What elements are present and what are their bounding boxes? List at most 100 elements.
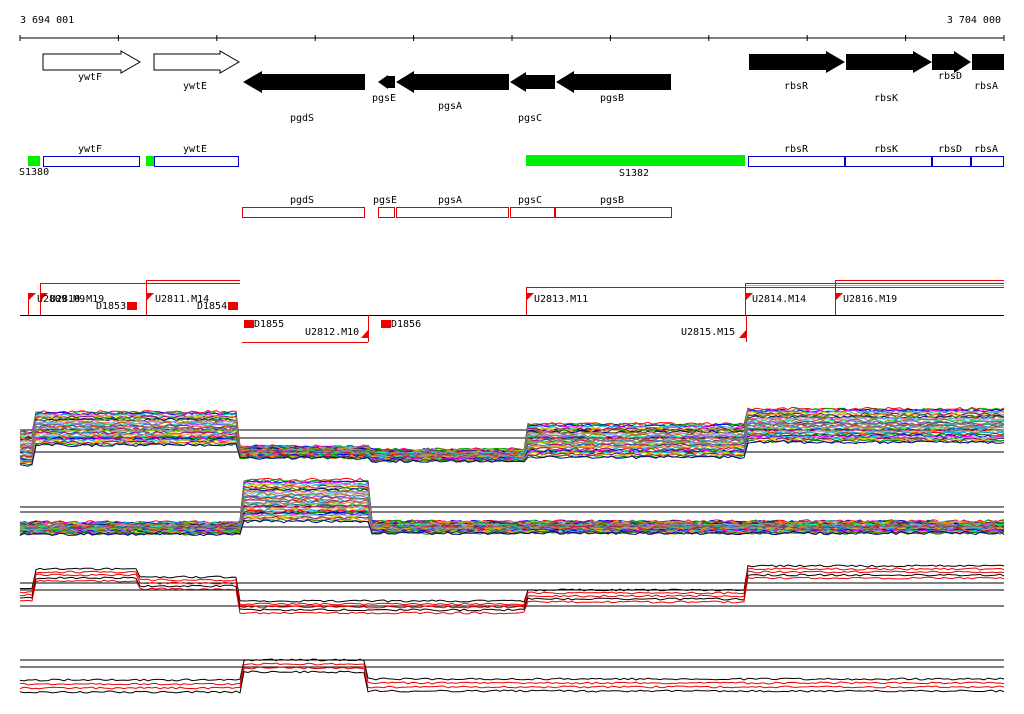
annotation-track-reverse: pgdS pgsE pgsA pgsC pgsB	[242, 195, 672, 218]
unit-label: U2816.M19	[843, 294, 897, 305]
downshift-label: D1856	[391, 319, 421, 330]
downshift-label: D1854	[197, 301, 227, 312]
annotation-pgsC[interactable]: pgsC	[510, 195, 555, 218]
expression-profile-line	[19, 480, 1005, 525]
unit-label: U2813.M11	[534, 294, 588, 305]
unit-U2811.M14[interactable]: U2811.M14	[146, 281, 210, 315]
gene-ywtE[interactable]: ywtE	[153, 50, 240, 92]
axis-start-label: 3 694 001	[20, 15, 74, 26]
segment-label: S1382	[619, 168, 649, 179]
expression-profile-line	[19, 479, 1005, 525]
unit-U2813.M11[interactable]: U2813.M11	[526, 288, 589, 315]
annotation-pgsB[interactable]: pgsB	[555, 195, 672, 218]
expression-profile-line	[19, 484, 1005, 527]
annotation-rbsK[interactable]: rbsK	[845, 144, 932, 167]
segment-S1382[interactable]	[526, 155, 745, 166]
gene-label: rbsR	[784, 81, 809, 92]
gene-pgsB[interactable]: pgsB	[556, 71, 671, 104]
gene-label: rbsA	[974, 81, 998, 92]
annotation-label: rbsA	[974, 144, 998, 155]
segment-small[interactable]	[146, 156, 154, 166]
annotation-label: pgsA	[438, 195, 462, 206]
annotation-rbsD[interactable]: rbsD	[932, 144, 971, 167]
annotation-label: pgsC	[518, 195, 542, 206]
expression-panel-reverse-selected	[19, 658, 1005, 694]
gene-rbsR[interactable]: rbsR	[749, 51, 845, 92]
expression-profile-line	[19, 483, 1005, 526]
gene-label: rbsK	[874, 93, 898, 104]
expression-profile-line	[19, 477, 1005, 525]
annotation-rbsA[interactable]: rbsA	[971, 144, 1004, 167]
gene-label: pgsB	[600, 93, 624, 104]
downshift-D1854[interactable]: D1854	[197, 301, 238, 312]
expression-profile-line	[19, 573, 1005, 612]
unit-U2816.M19[interactable]: U2816.M19	[835, 281, 898, 315]
unit-label: U2811.M14	[155, 294, 209, 305]
unit-U2812.M10[interactable]: U2812.M10	[305, 315, 369, 342]
expression-profile-line	[19, 670, 1005, 694]
expression-profile-line	[19, 485, 1005, 527]
downshift-D1856[interactable]: D1856	[381, 319, 421, 330]
gene-label: pgsC	[518, 113, 542, 124]
expression-profile-line	[19, 662, 1005, 686]
gene-rbsD[interactable]: rbsD	[932, 51, 971, 82]
unit-label: U2810.M19	[50, 294, 104, 305]
unit-U2815.M15[interactable]: U2815.M15	[681, 315, 747, 342]
expression-panel-forward-selected	[19, 564, 1005, 615]
gene-pgsE[interactable]: pgsE	[372, 75, 396, 104]
downshift-label: D1855	[254, 319, 284, 330]
segment-S1380[interactable]	[28, 156, 40, 166]
expression-profile-line	[19, 482, 1005, 526]
expression-profile-line	[19, 567, 1005, 606]
gene-label: ywtF	[78, 72, 102, 83]
annotation-ywtF[interactable]: ywtF	[43, 144, 140, 167]
downshift-D1855[interactable]: D1855	[244, 319, 284, 330]
gene-track: ywtF ywtE pgdS pgsE pgsA pgsC pgsB	[42, 50, 1004, 124]
gene-rbsA[interactable]: rbsA	[972, 54, 1004, 92]
annotation-label: pgdS	[290, 195, 314, 206]
annotation-track-forward: S1380 S1382 ywtF ywtE rbsR rbsK rbsD rbs…	[19, 144, 1004, 179]
expression-panel-reverse-all	[19, 477, 1005, 537]
gene-rbsK[interactable]: rbsK	[846, 51, 932, 104]
unit-U2810.M19[interactable]: U2810.M19	[50, 294, 104, 305]
downshift-D1853[interactable]: D1853	[96, 301, 137, 312]
unit-label: U2815.M15	[681, 327, 735, 338]
expression-profile-line	[19, 481, 1005, 526]
annotation-ywtE[interactable]: ywtE	[154, 144, 239, 167]
unit-label: U2814.M14	[752, 294, 806, 305]
expression-profile-line	[19, 666, 1005, 690]
annotation-label: ywtE	[183, 144, 207, 155]
gene-pgsC[interactable]: pgsC	[510, 72, 555, 124]
expression-profile-line	[19, 564, 1005, 603]
transcription-unit-track: U2809.M9 U2810.M19 U2811.M14 U2813.M11 U…	[20, 280, 1004, 343]
expression-profile-line	[20, 570, 1005, 609]
expression-profile-line	[19, 431, 1005, 460]
annotation-label: rbsD	[938, 144, 962, 155]
annotation-pgdS[interactable]: pgdS	[242, 195, 365, 218]
axis-end-label: 3 704 000	[947, 15, 1001, 26]
gene-label: pgdS	[290, 113, 314, 124]
gene-pgsA[interactable]: pgsA	[396, 71, 509, 112]
annotation-label: rbsR	[784, 144, 809, 155]
unit-U2809.M9[interactable]: U2809.M9	[28, 283, 86, 315]
expression-profile-line	[19, 519, 1005, 537]
expression-panel-forward-all	[19, 406, 1005, 467]
expression-profile-line	[19, 576, 1005, 615]
annotation-rbsR[interactable]: rbsR	[748, 144, 845, 167]
gene-label: pgsA	[438, 101, 462, 112]
expression-panels	[19, 406, 1005, 694]
expression-profile-line	[19, 440, 1005, 467]
annotation-label: pgsE	[373, 195, 397, 206]
coordinate-axis: 3 694 001 3 704 000	[19, 15, 1005, 41]
annotation-label: rbsK	[874, 144, 898, 155]
gene-pgdS[interactable]: pgdS	[243, 71, 365, 124]
gene-label: ywtE	[183, 81, 207, 92]
unit-label: U2809.M9	[37, 294, 85, 305]
gene-ywtF[interactable]: ywtF	[42, 50, 141, 83]
segment-label: S1380	[19, 167, 49, 178]
gene-label: rbsD	[938, 71, 962, 82]
unit-U2814.M14[interactable]: U2814.M14	[745, 284, 807, 315]
annotation-pgsE[interactable]: pgsE	[373, 195, 397, 218]
annotation-pgsA[interactable]: pgsA	[396, 195, 509, 218]
